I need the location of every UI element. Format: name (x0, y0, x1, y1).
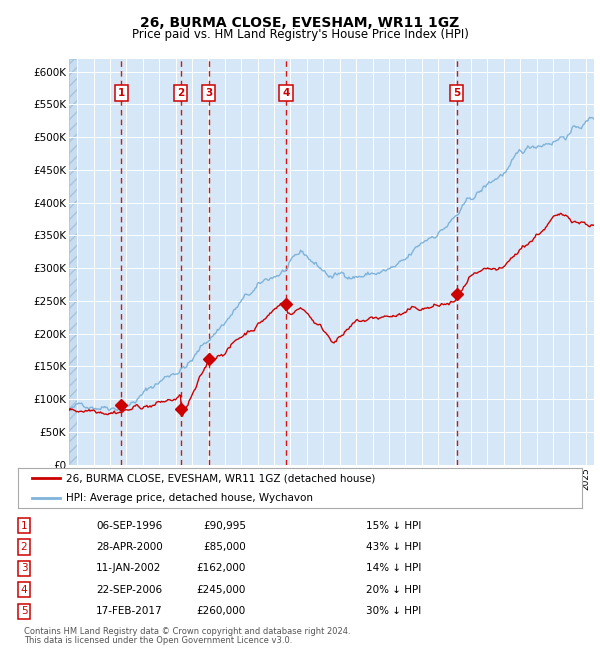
Text: 26, BURMA CLOSE, EVESHAM, WR11 1GZ (detached house): 26, BURMA CLOSE, EVESHAM, WR11 1GZ (deta… (66, 473, 376, 483)
Text: Price paid vs. HM Land Registry's House Price Index (HPI): Price paid vs. HM Land Registry's House … (131, 28, 469, 41)
Text: Contains HM Land Registry data © Crown copyright and database right 2024.: Contains HM Land Registry data © Crown c… (24, 627, 350, 636)
Text: 28-APR-2000: 28-APR-2000 (96, 542, 163, 552)
Text: 43% ↓ HPI: 43% ↓ HPI (366, 542, 421, 552)
Text: 11-JAN-2002: 11-JAN-2002 (96, 564, 161, 573)
Text: £85,000: £85,000 (203, 542, 246, 552)
Text: 1: 1 (118, 88, 125, 98)
Text: 2: 2 (20, 542, 28, 552)
Text: 06-SEP-1996: 06-SEP-1996 (96, 521, 162, 530)
Text: 4: 4 (20, 585, 28, 595)
Text: £260,000: £260,000 (197, 606, 246, 616)
Text: 26, BURMA CLOSE, EVESHAM, WR11 1GZ: 26, BURMA CLOSE, EVESHAM, WR11 1GZ (140, 16, 460, 31)
Text: £162,000: £162,000 (197, 564, 246, 573)
Text: £245,000: £245,000 (197, 585, 246, 595)
Text: 1: 1 (20, 521, 28, 530)
Text: 5: 5 (20, 606, 28, 616)
Text: This data is licensed under the Open Government Licence v3.0.: This data is licensed under the Open Gov… (24, 636, 292, 645)
Text: £90,995: £90,995 (203, 521, 246, 530)
Text: HPI: Average price, detached house, Wychavon: HPI: Average price, detached house, Wych… (66, 493, 313, 503)
Text: 17-FEB-2017: 17-FEB-2017 (96, 606, 163, 616)
Text: 30% ↓ HPI: 30% ↓ HPI (366, 606, 421, 616)
Text: 2: 2 (177, 88, 185, 98)
Text: 3: 3 (205, 88, 212, 98)
Text: 3: 3 (20, 564, 28, 573)
Text: 5: 5 (453, 88, 460, 98)
Text: 15% ↓ HPI: 15% ↓ HPI (366, 521, 421, 530)
Text: 14% ↓ HPI: 14% ↓ HPI (366, 564, 421, 573)
Text: 20% ↓ HPI: 20% ↓ HPI (366, 585, 421, 595)
Text: 22-SEP-2006: 22-SEP-2006 (96, 585, 162, 595)
Text: 4: 4 (283, 88, 290, 98)
